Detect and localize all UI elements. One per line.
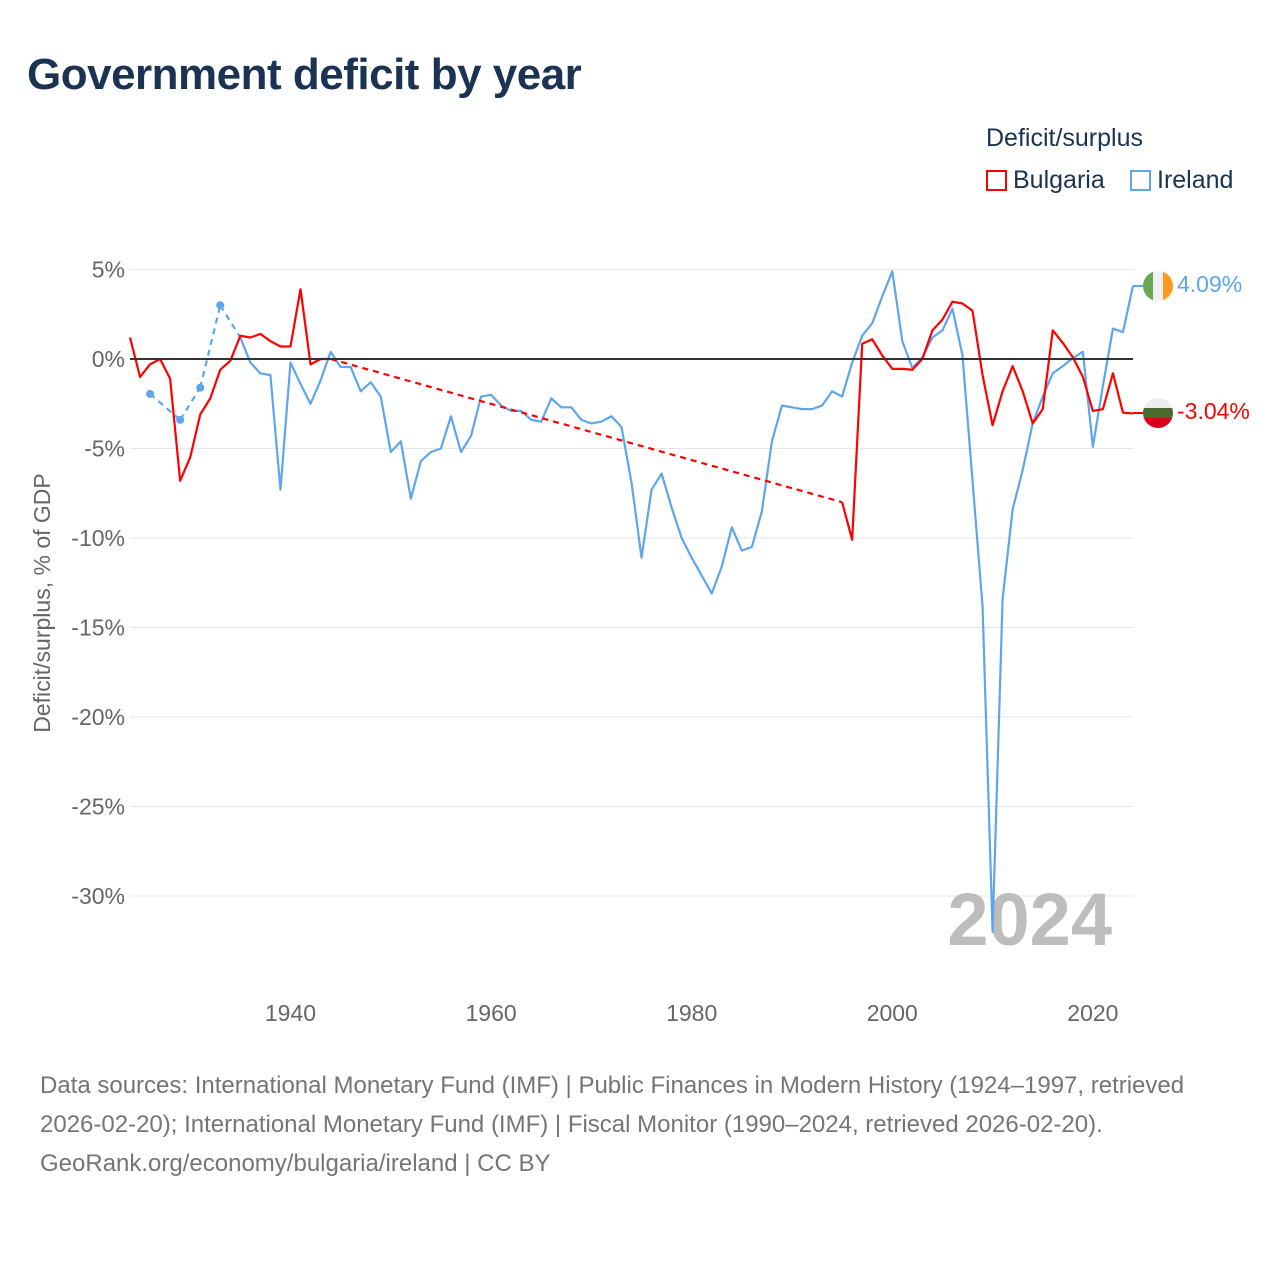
legend-item-bulgaria[interactable]: Bulgaria — [986, 166, 1105, 195]
y-tick-label: -5% — [84, 436, 125, 462]
y-tick-label: -25% — [71, 794, 125, 820]
ireland-data-point — [146, 389, 155, 398]
bulgaria-flag-icon — [1143, 398, 1173, 428]
ireland-gap-dashed-line — [199, 305, 222, 388]
bulgaria-end-label: -3.04% — [1177, 398, 1250, 424]
bulgaria-line-segment — [128, 288, 331, 482]
ireland-line-segment — [239, 270, 1135, 933]
ireland-flag-icon — [1143, 271, 1173, 301]
y-axis-label: Deficit/surplus, % of GDP — [29, 473, 55, 732]
ireland-data-point — [176, 415, 185, 424]
y-tick-label: -10% — [71, 525, 125, 551]
x-tick-label: 1940 — [265, 1000, 316, 1026]
x-tick-label: 1960 — [465, 1000, 516, 1026]
chart-plot: 5% 0% -5% -10% -15% -20% -25% -30% 1940 1960 1980 2… — [29, 257, 1250, 1027]
legend-item-ireland[interactable]: Ireland — [1130, 166, 1233, 195]
ireland-data-point — [196, 383, 205, 392]
legend-swatch-bulgaria — [986, 170, 1007, 191]
bulgaria-line-segment — [841, 300, 1134, 541]
year-watermark: 2024 — [947, 878, 1112, 961]
data-sources: Data sources: International Monetary Fun… — [40, 1072, 1185, 1138]
legend-label-bulgaria: Bulgaria — [1013, 166, 1105, 194]
chart-title: Government deficit by year — [27, 50, 582, 99]
legend-label-ireland: Ireland — [1157, 166, 1234, 194]
legend-title: Deficit/surplus — [986, 124, 1143, 152]
ireland-gap-dashed-line — [179, 387, 202, 421]
x-tick-label: 1980 — [666, 1000, 717, 1026]
footer: Data sources: International Monetary Fun… — [40, 1066, 1240, 1183]
x-tick-label: 2000 — [867, 1000, 918, 1026]
y-tick-label: -15% — [71, 615, 125, 641]
x-tick-label: 2020 — [1067, 1000, 1118, 1026]
legend-swatch-ireland — [1130, 170, 1151, 191]
y-tick-label: 0% — [92, 346, 125, 372]
y-tick-label: -30% — [71, 883, 125, 909]
ireland-data-point — [216, 301, 225, 310]
bulgaria-gap-dashed-line — [330, 357, 843, 504]
ireland-gap-dashed-line — [149, 393, 181, 421]
ireland-gap-dashed-line — [219, 304, 242, 339]
y-tick-label: -20% — [71, 704, 125, 730]
ireland-end-label: 4.09% — [1177, 271, 1242, 297]
y-tick-label: 5% — [92, 257, 125, 283]
credit-link[interactable]: GeoRank.org/economy/bulgaria/ireland | C… — [40, 1150, 551, 1177]
